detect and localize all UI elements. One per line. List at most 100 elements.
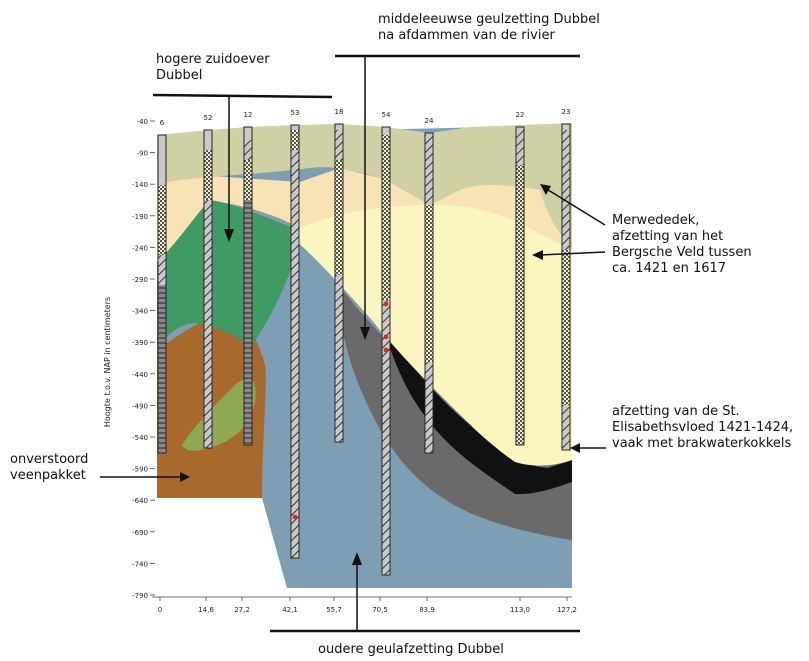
label-line: middeleeuwse geulzetting Dubbel <box>378 12 600 27</box>
bracket-line-zuidoever <box>152 93 333 99</box>
label-oudere-geulafzetting: oudere geulafzetting Dubbel <box>318 642 504 658</box>
label-veenpakket: onverstoord veenpakket <box>10 452 88 484</box>
borehole-segment <box>516 130 524 165</box>
arrow-merwede-1 <box>544 187 606 226</box>
shell-marker <box>383 347 389 353</box>
y-tick-label: -540 <box>132 434 148 442</box>
shell-marker <box>383 301 389 307</box>
layer-top-clay <box>157 123 572 250</box>
borehole-segment <box>335 130 343 160</box>
label-line: ca. 1421 en 1617 <box>612 261 727 276</box>
borehole-segment <box>335 160 343 275</box>
x-tick-label: 55,7 <box>326 606 342 614</box>
shell-marker <box>292 514 298 520</box>
arrowhead <box>352 552 362 565</box>
x-tick-label: 70,5 <box>372 606 388 614</box>
arrowhead <box>540 184 551 195</box>
borehole: 23 <box>561 108 571 451</box>
label-line: Dubbel <box>156 68 203 83</box>
borehole-outline <box>203 129 213 449</box>
y-tick-label: -640 <box>132 497 148 505</box>
y-tick-label: -240 <box>132 244 148 252</box>
label-line: onverstoord <box>10 452 89 467</box>
borehole-segment <box>382 135 390 300</box>
borehole-segment <box>425 135 433 205</box>
arrowhead <box>180 472 190 482</box>
y-tick-label: -40 <box>137 118 148 126</box>
y-axis-ticks: -40 -90 -140 -190 -240 -290 -340 -390 -440 -490 -5… <box>132 118 155 600</box>
borehole-outline <box>515 126 525 446</box>
y-tick-label: -690 <box>132 529 148 537</box>
borehole-segment <box>425 362 433 453</box>
borehole-number: 52 <box>204 114 213 122</box>
label-line: Merwededek, <box>612 213 700 228</box>
borehole-number: 54 <box>382 111 391 119</box>
label-line: vaak met brakwaterkokkels <box>612 436 792 451</box>
borehole: 22 <box>515 111 525 446</box>
borehole: 18 <box>334 108 344 443</box>
borehole: 52 <box>203 114 213 449</box>
borehole-number: 6 <box>160 119 165 127</box>
label-line: na afdammen van de rivier <box>378 28 555 43</box>
borehole-outline <box>243 126 253 446</box>
y-tick-label: -340 <box>132 308 148 316</box>
borehole-outline <box>381 126 391 576</box>
borehole-number: 12 <box>244 111 253 119</box>
layers <box>157 123 572 588</box>
y-tick-label: -740 <box>132 560 148 568</box>
x-tick-label: 127,2 <box>557 606 577 614</box>
label-elisabethsvloed: afzetting van de St. Elisabethsvloed 142… <box>612 404 793 452</box>
x-tick-label: 27,2 <box>234 606 250 614</box>
arrow-merwede-2 <box>539 251 606 256</box>
borehole-segment <box>291 150 299 558</box>
borehole: 6 <box>157 119 167 454</box>
label-line: Elisabethsvloed 1421-1424, <box>612 420 794 435</box>
borehole-segment <box>158 285 166 453</box>
borehole-outline <box>561 123 571 451</box>
shell-markers <box>292 301 389 520</box>
borehole-outline <box>424 132 434 454</box>
x-tick-label: 83,9 <box>419 606 435 614</box>
arrowhead <box>224 229 234 242</box>
leader-lines <box>100 54 606 633</box>
borehole-segment <box>425 205 433 362</box>
label-line: afzetting van het <box>612 229 724 244</box>
x-tick-label: 0 <box>158 606 162 614</box>
shell-marker <box>383 334 389 340</box>
borehole-segment <box>562 405 570 450</box>
y-tick-label: -440 <box>132 371 148 379</box>
borehole-segment <box>291 130 299 150</box>
label-line: Bergsche Veld tussen <box>612 245 752 260</box>
x-tick-label: 113,0 <box>510 606 530 614</box>
borehole: 53 <box>291 109 299 559</box>
label-line: oudere geulafzetting Dubbel <box>318 642 504 657</box>
layer-green <box>157 200 300 350</box>
y-tick-label: -390 <box>132 339 148 347</box>
borehole-segment <box>158 185 166 255</box>
borehole-segment <box>158 255 166 285</box>
x-tick-label: 14,6 <box>198 606 214 614</box>
borehole-segment <box>204 150 212 200</box>
borehole-outline <box>334 123 344 443</box>
borehole-segment <box>516 165 524 445</box>
borehole: 54 <box>381 111 391 576</box>
y-tick-label: -590 <box>132 466 148 474</box>
label-hogere-zuidoever: hogere zuidoever Dubbel <box>156 52 270 84</box>
borehole-number: 22 <box>516 111 525 119</box>
y-tick-label: -790 <box>132 592 148 600</box>
borehole-number: 18 <box>335 108 344 116</box>
borehole-segment <box>562 130 570 250</box>
borehole-number: 23 <box>562 108 571 116</box>
label-merwededek: Merwededek, afzetting van het Bergsche V… <box>612 213 752 277</box>
arrowhead <box>360 327 370 340</box>
arrowhead <box>532 250 543 260</box>
borehole-segment <box>244 140 252 160</box>
borehole-segment <box>562 250 570 405</box>
layer-light-green <box>182 378 256 451</box>
label-line: afzetting van de St. <box>612 404 740 419</box>
y-tick-label: -140 <box>132 181 148 189</box>
label-line: hogere zuidoever <box>156 52 270 67</box>
borehole-segment <box>335 275 343 442</box>
